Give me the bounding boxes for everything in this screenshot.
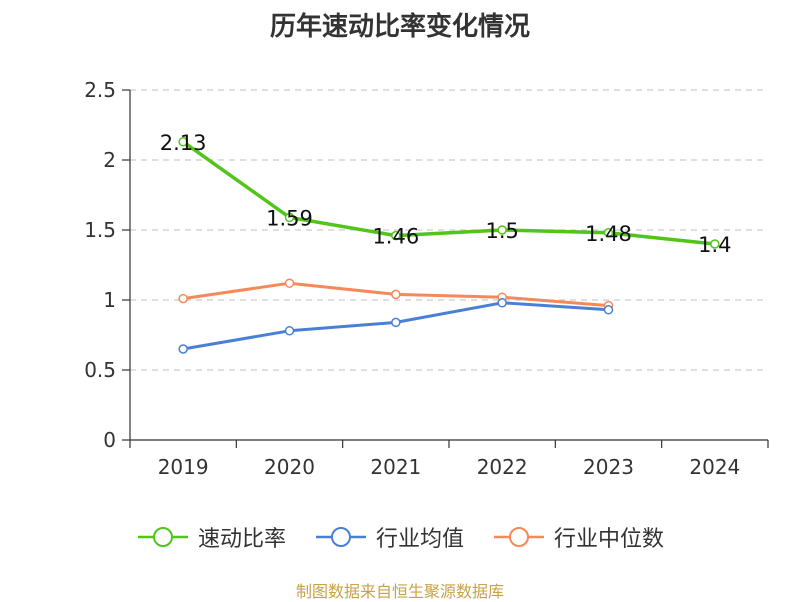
data-label: 1.46 <box>372 225 419 249</box>
data-label: 1.4 <box>698 233 731 257</box>
legend-label: 速动比率 <box>197 527 286 552</box>
data-label: 2.13 <box>160 131 207 155</box>
legend-line-circle-icon <box>137 527 188 547</box>
data-point-2 <box>497 298 507 308</box>
y-tick-label: 0 <box>103 428 116 452</box>
x-tick-label: 2023 <box>583 455 634 479</box>
legend: 速动比率 行业均值 行业中位数 <box>0 520 800 554</box>
data-label: 1.5 <box>485 219 518 243</box>
legend-label: 行业中位数 <box>554 527 665 552</box>
x-tick-label: 2022 <box>477 455 528 479</box>
data-point-1 <box>497 225 507 235</box>
data-point-1 <box>603 228 614 238</box>
data-point-3 <box>178 293 188 304</box>
y-tick-label: 1 <box>103 288 116 312</box>
legend-label: 行业均值 <box>375 527 464 552</box>
legend-line-circle-icon <box>494 527 544 547</box>
y-tick-label: 2 <box>103 148 116 172</box>
legend-item-2[interactable]: 行业均值 <box>314 521 464 553</box>
data-label: 1.48 <box>585 222 632 246</box>
data-point-1 <box>710 239 720 249</box>
data-point-2 <box>603 305 614 315</box>
data-label: 1.59 <box>266 206 313 230</box>
x-tick-label: 2020 <box>264 455 315 479</box>
x-tick-label: 2021 <box>370 455 421 479</box>
data-point-1 <box>178 137 188 147</box>
y-tick-label: 2.5 <box>84 78 116 102</box>
legend-item-3[interactable]: 行业中位数 <box>492 521 664 553</box>
data-point-3 <box>284 278 295 288</box>
y-tick-label: 0.5 <box>84 358 116 382</box>
series-line-1 <box>181 140 717 246</box>
data-point-2 <box>178 344 188 354</box>
legend-line-circle-icon <box>315 527 366 547</box>
data-point-2 <box>284 326 295 336</box>
data-point-3 <box>391 289 401 300</box>
legend-item-1[interactable]: 速动比率 <box>136 521 286 553</box>
source-note: 制图数据来自恒生聚源数据库 <box>295 582 504 601</box>
data-point-1 <box>284 212 295 223</box>
x-tick-label: 2024 <box>689 455 740 479</box>
x-tick-label: 2019 <box>158 455 209 479</box>
data-point-2 <box>391 317 401 328</box>
chart-title: 历年速动比率变化情况 <box>269 12 530 42</box>
data-point-1 <box>391 230 401 241</box>
y-tick-label: 1.5 <box>84 218 116 242</box>
